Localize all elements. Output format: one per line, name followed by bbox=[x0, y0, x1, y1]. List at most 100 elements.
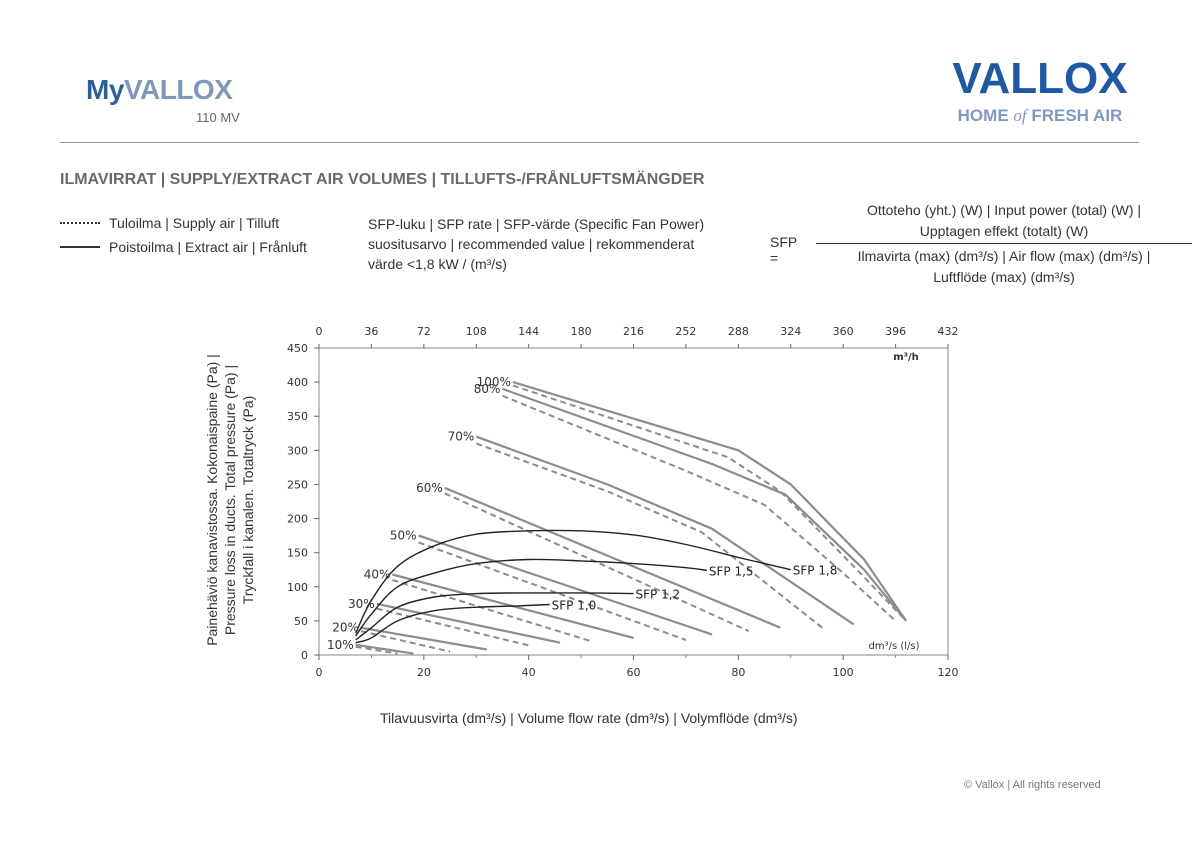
extract-curve bbox=[475, 435, 855, 626]
supply-curve bbox=[392, 579, 592, 643]
top-tick-label: 180 bbox=[571, 325, 592, 338]
supply-curve bbox=[444, 492, 750, 633]
logo-tag-part-1: HOME bbox=[957, 106, 1014, 125]
y-tick-label: 0 bbox=[301, 649, 308, 662]
x-tick-label: 80 bbox=[731, 666, 745, 679]
top-tick-label: 432 bbox=[938, 325, 959, 338]
fan-speed-label: 100% bbox=[477, 375, 511, 389]
formula-label: SFP = bbox=[770, 234, 797, 266]
bottom-axis-unit: dm³/s (l/s) bbox=[868, 641, 919, 652]
fan-speed-label: 80% bbox=[474, 382, 501, 396]
top-tick-label: 396 bbox=[885, 325, 906, 338]
logo-tag-of: of bbox=[1013, 106, 1027, 125]
top-axis-unit: m³/h bbox=[893, 352, 919, 363]
legend-supply: Tuloilma | Supply air | Tilluft bbox=[60, 215, 279, 231]
top-tick-label: 72 bbox=[417, 325, 431, 338]
sfp-line-2: suositusarvo | recommended value | rekom… bbox=[368, 236, 695, 252]
fan-speed-label: 10% bbox=[327, 638, 354, 652]
y-tick-label: 350 bbox=[287, 410, 308, 423]
extract-curve bbox=[418, 534, 713, 636]
legend-extract-label: Poistoilma | Extract air | Frånluft bbox=[109, 239, 307, 255]
y-tick-label: 200 bbox=[287, 513, 308, 526]
supply-curve bbox=[475, 442, 823, 629]
y-tick-label: 400 bbox=[287, 376, 308, 389]
extract-curve bbox=[502, 387, 907, 622]
y-tick-label: 300 bbox=[287, 444, 308, 457]
legend-solid-line bbox=[60, 246, 100, 248]
fan-curves bbox=[355, 381, 908, 655]
extract-curve bbox=[376, 602, 561, 644]
axes: 0 50 100 150 200 250 300 350 400 450 0 20 40 60 80 100 1… bbox=[287, 325, 959, 679]
fan-speed-label: 30% bbox=[348, 597, 375, 611]
sfp-label: SFP 1,2 bbox=[636, 588, 681, 602]
sfp-label: SFP 1,5 bbox=[709, 564, 754, 578]
top-tick-label: 36 bbox=[364, 325, 378, 338]
fan-speed-label: 20% bbox=[332, 621, 359, 635]
supply-curve bbox=[376, 607, 529, 647]
supply-curve bbox=[502, 394, 897, 622]
sfp-label: SFP 1,0 bbox=[552, 599, 597, 613]
top-tick-label: 0 bbox=[316, 325, 323, 338]
extract-curve bbox=[512, 381, 908, 622]
model-label: 110 MV bbox=[196, 110, 240, 125]
formula-fraction: Ottoteho (yht.) (W) | Input power (total… bbox=[816, 200, 1192, 288]
fan-speed-label: 70% bbox=[448, 430, 475, 444]
y-tick-label: 150 bbox=[287, 547, 308, 560]
sfp-curves bbox=[355, 529, 791, 644]
logo-tag-part-2: FRESH AIR bbox=[1026, 106, 1123, 125]
section-title: ILMAVIRRAT | SUPPLY/EXTRACT AIR VOLUMES … bbox=[60, 171, 705, 188]
vallox-logo: VALLOX HOME of FRESH AIR bbox=[944, 56, 1136, 126]
top-tick-label: 216 bbox=[623, 325, 644, 338]
formula-denominator-2: Luftflöde (max) (dm³/s) bbox=[933, 269, 1075, 285]
y-tick-label: 250 bbox=[287, 478, 308, 491]
extract-curve bbox=[444, 486, 781, 629]
x-axis-title: Tilavuusvirta (dm³/s) | Volume flow rate… bbox=[380, 710, 798, 726]
sfp-line-3: värde <1,8 kW / (m³/s) bbox=[368, 256, 507, 272]
sfp-curve bbox=[355, 529, 791, 634]
supply-curve bbox=[418, 541, 687, 641]
copyright: © Vallox | All rights reserved bbox=[964, 779, 1101, 791]
formula-numerator-2: Upptagen effekt (totalt) (W) bbox=[919, 223, 1089, 239]
top-tick-label: 144 bbox=[518, 325, 539, 338]
y-tick-label: 450 bbox=[287, 342, 308, 355]
header-divider bbox=[60, 142, 1139, 143]
sfp-description: SFP-luku | SFP rate | SFP-värde (Specifi… bbox=[368, 214, 748, 274]
sfp-curve bbox=[355, 603, 550, 644]
fan-speed-label: 40% bbox=[364, 567, 391, 581]
logo-wordmark: VALLOX bbox=[952, 54, 1128, 103]
formula-denominator-1: Ilmavirta (max) (dm³/s) | Air flow (max)… bbox=[857, 248, 1151, 264]
logo-tagline: HOME of FRESH AIR bbox=[944, 106, 1136, 126]
sfp-curve bbox=[355, 558, 707, 637]
x-tick-label: 100 bbox=[833, 666, 854, 679]
extract-curve bbox=[355, 643, 414, 655]
legend-supply-label: Tuloilma | Supply air | Tilluft bbox=[109, 215, 280, 231]
top-tick-label: 252 bbox=[675, 325, 696, 338]
top-tick-label: 360 bbox=[833, 325, 854, 338]
supply-curve bbox=[512, 384, 907, 622]
x-tick-label: 60 bbox=[627, 666, 641, 679]
fan-speed-label: 60% bbox=[416, 481, 443, 495]
fan-speed-label: 50% bbox=[390, 529, 417, 543]
brand-prefix: My bbox=[86, 74, 124, 105]
legend-dashed-line bbox=[60, 222, 100, 224]
x-tick-label: 0 bbox=[316, 666, 323, 679]
top-tick-label: 324 bbox=[780, 325, 801, 338]
sfp-line-1: SFP-luku | SFP rate | SFP-värde (Specifi… bbox=[368, 216, 705, 232]
fraction-bar bbox=[816, 243, 1192, 244]
top-tick-label: 108 bbox=[466, 325, 487, 338]
brand-title: MyVALLOX bbox=[86, 74, 233, 106]
y-tick-label: 50 bbox=[294, 615, 308, 628]
legend-extract: Poistoilma | Extract air | Frånluft bbox=[60, 239, 307, 255]
x-tick-label: 40 bbox=[522, 666, 536, 679]
formula-numerator-1: Ottoteho (yht.) (W) | Input power (total… bbox=[866, 202, 1142, 218]
sfp-curve bbox=[355, 592, 634, 641]
x-tick-label: 120 bbox=[938, 666, 959, 679]
y-tick-label: 100 bbox=[287, 581, 308, 594]
x-tick-label: 20 bbox=[417, 666, 431, 679]
supply-curve bbox=[355, 645, 398, 655]
curve-labels: 10% 20% 30% 40% 50% 60% 70% 80%100% SFP 1,0 SFP 1… bbox=[327, 375, 837, 652]
brand-name: VALLOX bbox=[123, 74, 233, 105]
sfp-label: SFP 1,8 bbox=[793, 564, 838, 578]
top-tick-label: 288 bbox=[728, 325, 749, 338]
